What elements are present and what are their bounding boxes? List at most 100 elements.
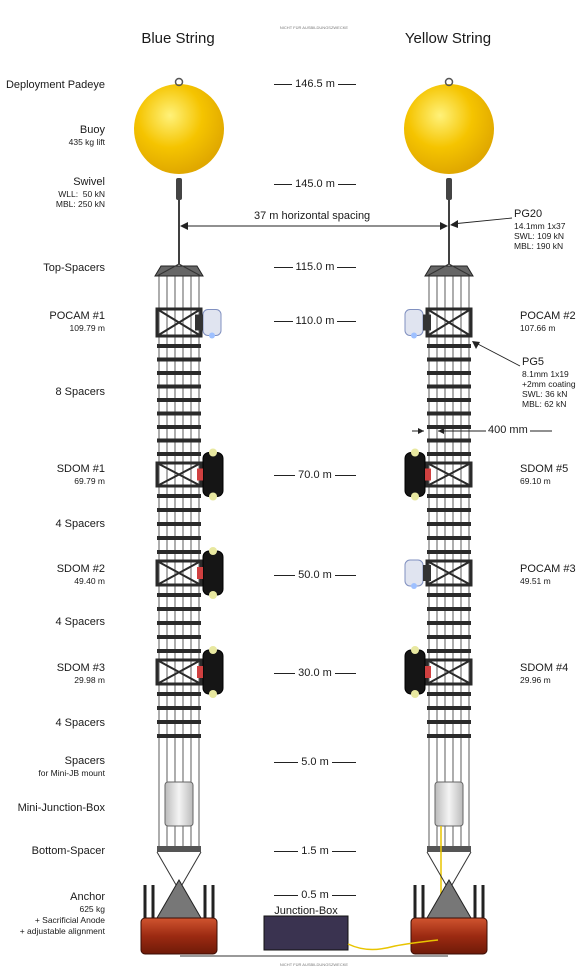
yellow-mini-junction-box [434,781,464,827]
label-swivel: Swivel WLL: 50 kN MBL: 250 kN [55,176,105,209]
blue-anchor-frame [156,879,202,919]
yellow-padeye [444,77,454,87]
blue-padeye [174,77,184,87]
junction-box [263,915,349,951]
spacing-arrow [180,222,448,230]
blue-spacer [157,371,201,375]
label-8-spacers: 8 Spacers [55,386,105,398]
blue-spacer [157,494,201,498]
blue-top-spacer [154,265,204,277]
watermark-bottom: NICHT FÜR AUSBILDUNGSZWECKE [279,962,349,967]
blue-spacer [157,607,201,611]
yellow-pocam [404,309,424,336]
yellow-anchor [410,917,488,955]
depth-145-0: 145.0 m [274,178,356,190]
pg20-spec: PG20 14.1mm 1x37 SWL: 109 kN MBL: 190 kN [514,208,566,251]
label-top-spacers: Top-Spacers [43,262,105,274]
blue-bottom-spacer [157,846,201,852]
blue-string-header: Blue String [141,30,215,47]
label-buoy: Buoy 435 kg lift [68,124,105,147]
blue-sdom [202,452,224,497]
pg20-pointer [451,217,513,225]
blue-spacer [157,522,201,526]
blue-spacer [157,635,201,639]
label-4-spacers-b: 4 Spacers [55,616,105,628]
pg5-pointer [473,341,521,367]
yellow-string-header: Yellow String [404,30,492,47]
blue-spacer [157,621,201,625]
yellow-spacer [427,706,471,710]
blue-spacer [157,411,201,416]
blue-pocam [202,309,222,336]
yellow-spacer [427,607,471,611]
yellow-spacer [427,692,471,696]
yellow-spacer [427,550,471,554]
yellow-spacer [427,536,471,540]
blue-buoy [134,84,224,174]
yellow-spacer [427,635,471,639]
yellow-spacer [427,720,471,724]
depth-30-0: 30.0 m [274,667,356,679]
blue-spacer [157,357,201,362]
watermark-top: NICHT FÜR AUSBILDUNGSZWECKE [279,25,349,30]
blue-spacer [157,649,201,653]
yellow-spacer [427,494,471,498]
label-4-spacers-c: 4 Spacers [55,717,105,729]
label-sdom-1: SDOM #1 69.79 m [56,463,105,486]
label-anchor: Anchor 625 kg + Sacrificial Anode + adjus… [19,891,105,936]
yellow-spacer [427,411,471,416]
spacing-label: 37 m horizontal spacing [252,210,373,222]
yellow-bottom-spacer [427,846,471,852]
label-pocam-3: POCAM #3 49.51 m [520,563,576,586]
gap-label: 400 mm [486,424,530,436]
junction-box-label: Junction-Box [274,905,338,917]
yellow-spacer [427,357,471,362]
blue-spacer [157,508,201,512]
yellow-spacer [427,384,471,389]
label-deployment-padeye: Deployment Padeye [5,79,105,91]
yellow-anchor-frame [426,879,472,919]
depth-5-0: 5.0 m [274,756,356,768]
label-bottom-spacer: Bottom-Spacer [31,845,105,857]
blue-spacer [157,720,201,724]
yellow-pocam [404,559,424,587]
label-sdom-2: SDOM #2 49.40 m [56,563,105,586]
label-pocam-1: POCAM #1 109.79 m [49,310,105,333]
junction-cable [347,939,439,951]
depth-0-5: 0.5 m [274,889,356,901]
depth-115-0: 115.0 m [274,261,356,273]
depth-146-5: 146.5 m [274,78,356,90]
depth-1-5: 1.5 m [274,845,356,857]
yellow-spacer [427,621,471,625]
yellow-spacer [427,593,471,597]
depth-110-0: 110.0 m [274,315,356,327]
blue-sdom [202,649,224,695]
blue-spacer [157,438,201,443]
label-4-spacers-a: 4 Spacers [55,518,105,530]
blue-spacer [157,706,201,710]
label-spacers-mini-jb: Spacers for Mini-JB mount [38,755,105,778]
blue-spacer [157,425,201,429]
blue-sdom [202,550,224,596]
blue-spacer [157,398,201,402]
blue-spacer [157,734,201,738]
blue-spacer [157,384,201,389]
depth-70-0: 70.0 m [274,469,356,481]
yellow-spacer [427,425,471,429]
blue-spacer [157,692,201,696]
blue-mini-junction-box [164,781,194,827]
yellow-spacer [427,452,471,456]
yellow-spacer [427,734,471,738]
yellow-spacer [427,371,471,375]
blue-spacer [157,536,201,540]
yellow-sdom [404,649,426,695]
label-mini-junction-box: Mini-Junction-Box [17,802,105,814]
yellow-spacer [427,398,471,402]
yellow-swivel [446,178,452,200]
depth-50-0: 50.0 m [274,569,356,581]
pg5-spec: PG5 8.1mm 1x19 +2mm coating SWL: 36 kN M… [522,356,576,409]
yellow-spacer [427,438,471,443]
yellow-spacer [427,649,471,653]
blue-spacer [157,452,201,456]
